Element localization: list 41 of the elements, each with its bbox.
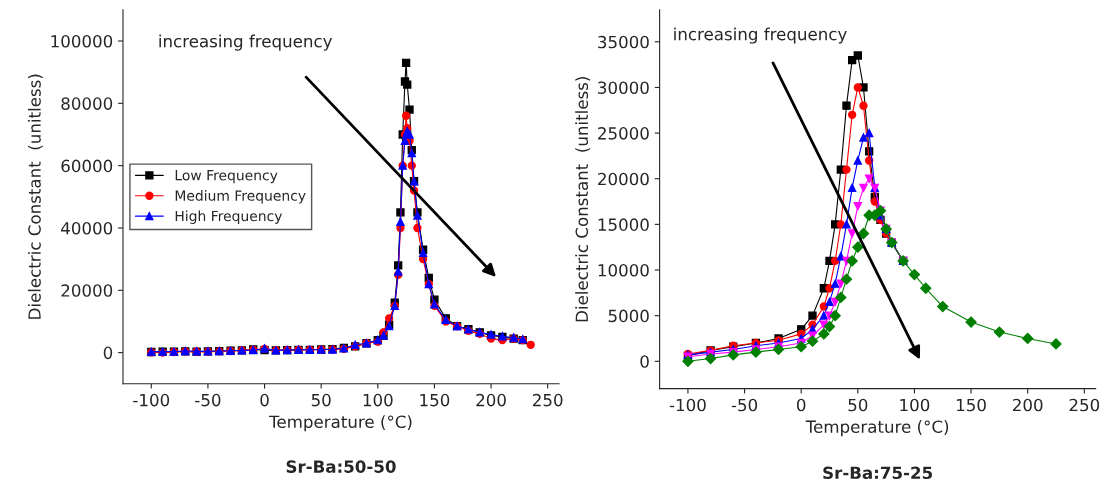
x-tick-label: 200: [476, 393, 506, 407]
legend-label: Low Frequency: [175, 170, 278, 184]
x-tick-label: 200: [1013, 398, 1043, 412]
y-tick-label: 0: [640, 355, 649, 368]
y-tick-label: 80000: [61, 97, 113, 110]
y-tick-label: 5000: [608, 309, 649, 323]
legend-label: High Frequency: [175, 210, 283, 224]
annotation: increasing frequency: [159, 34, 333, 51]
x-tick-label: 0: [260, 393, 269, 407]
x-tick-label: 100: [900, 398, 930, 412]
x-tick-label: -50: [731, 398, 758, 412]
x-tick-label: 50: [848, 398, 868, 412]
x-tick-label: 50: [311, 393, 331, 407]
y-tick-label: 25000: [598, 127, 649, 140]
x-tick-label: 250: [1069, 398, 1100, 412]
x-tick-label: -50: [195, 393, 221, 407]
y-tick-label: 20000: [598, 172, 649, 186]
x-axis-title: Temperature (°C): [805, 420, 949, 437]
y-axis-title: Dielectric Constant (unitless): [575, 77, 591, 322]
y-axis-title: Dielectric Constant (unitless): [27, 74, 43, 319]
x-tick-label: 100: [363, 393, 393, 407]
x-tick-label: 150: [956, 398, 986, 412]
legend-label: Medium Frequency: [175, 190, 306, 204]
y-tick-label: 30000: [598, 81, 649, 94]
y-tick-label: 0: [103, 346, 113, 360]
y-tick-label: 40000: [61, 221, 113, 235]
x-axis-title: Temperature (°C): [269, 415, 412, 432]
text: Sr-Ba:50-50: [286, 460, 396, 473]
x-tick-label: -100: [133, 393, 170, 407]
x-tick-label: 250: [532, 393, 563, 407]
y-tick-label: 100000: [51, 34, 113, 48]
x-tick-label: 150: [420, 393, 450, 407]
text: Sr-Ba:75-25: [823, 466, 932, 480]
y-tick-label: 10000: [598, 263, 649, 277]
y-tick-label: 20000: [61, 284, 113, 297]
x-tick-label: -100: [669, 398, 706, 412]
x-tick-label: 0: [796, 398, 806, 412]
y-tick-label: 35000: [598, 35, 649, 49]
y-tick-label: 15000: [598, 218, 649, 231]
y-tick-label: 60000: [61, 159, 113, 173]
annotation: increasing frequency: [674, 27, 847, 44]
